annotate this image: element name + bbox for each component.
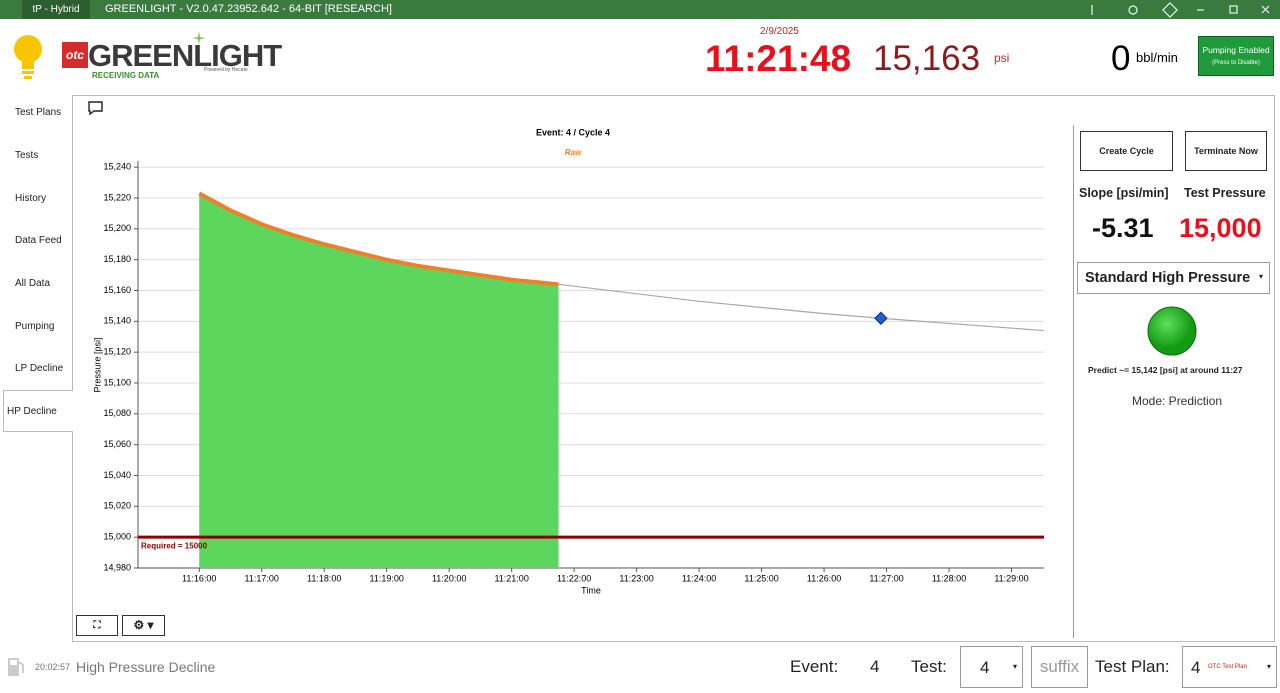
page-name: High Pressure Decline <box>76 659 216 675</box>
mode: Mode: Prediction <box>1132 394 1223 408</box>
pressure: 15,163 <box>873 39 981 78</box>
comment-icon[interactable] <box>87 99 105 117</box>
logo-star <box>192 31 206 45</box>
window-controls <box>1091 2 1270 18</box>
slope: -5.31 <box>1092 213 1154 243</box>
nav-item[interactable]: History <box>15 193 47 204</box>
clock: 11:21:48 <box>705 38 852 79</box>
pump-sub: (Press to Disable) <box>1212 60 1260 66</box>
plan-dropdown[interactable]: 4 OTC Test Plan ▾ <box>1182 646 1277 688</box>
footer-clock: 20:02:57 <box>35 662 71 672</box>
slope-label: Slope [psi/min] <box>1079 186 1169 200</box>
status: RECEIVING DATA <box>92 71 160 80</box>
nav-item[interactable]: Test Plans <box>15 107 62 118</box>
test-pressure-label: Test Pressure <box>1184 186 1266 200</box>
window-title: GREENLIGHT - V2.0.47.23952.642 - 64-BIT … <box>105 3 392 15</box>
pressure-unit: psi <box>994 51 1010 65</box>
pump-button[interactable]: Pumping Enabled (Press to Disable) <box>1198 36 1274 76</box>
logo-prefix: otc <box>62 42 88 68</box>
date: 2/9/2025 <box>760 26 799 37</box>
test-pressure: 15,000 <box>1179 213 1262 243</box>
test-dropdown[interactable]: 4 ▾ <box>960 646 1023 688</box>
logo: GREENLIGHT <box>88 38 282 73</box>
nav-item[interactable]: HP Decline <box>7 406 57 417</box>
pump-label: Pumping Enabled <box>1202 45 1270 55</box>
title-bar <box>0 0 1280 19</box>
nav-selected <box>3 390 73 432</box>
test-label: Test: <box>911 657 947 676</box>
plan: 4 <box>1191 658 1201 677</box>
main-panel <box>72 95 1275 642</box>
terminate-button[interactable]: Terminate Now <box>1185 131 1267 171</box>
nav-item[interactable]: All Data <box>15 278 51 289</box>
status-light <box>1147 306 1197 356</box>
nav-item[interactable]: Data Feed <box>15 235 62 246</box>
suffix-input[interactable]: suffix <box>1031 646 1088 688</box>
fullscreen-button[interactable]: ⛶ <box>76 615 118 636</box>
plan-name: OTC Test Plan <box>1208 664 1247 670</box>
create-cycle-button[interactable]: Create Cycle <box>1080 131 1173 171</box>
settings-button[interactable]: ⚙ ▾ <box>122 615 165 636</box>
pump-icon <box>8 658 24 676</box>
rate: 0 <box>1111 39 1131 78</box>
rate-unit: bbl/min <box>1136 50 1178 65</box>
app-tab[interactable]: tP - Hybrid <box>22 0 90 19</box>
preset-dropdown[interactable]: Standard High Pressure ▾ <box>1077 262 1270 294</box>
preset: Standard High Pressure <box>1085 270 1251 286</box>
plan-label: Test Plan: <box>1095 657 1170 676</box>
nav-item[interactable]: LP Decline <box>15 363 64 374</box>
event: 4 <box>870 657 880 676</box>
nav-item[interactable]: Pumping <box>15 321 55 332</box>
event-label: Event: <box>790 657 839 676</box>
test: 4 <box>980 658 990 677</box>
divider <box>1073 125 1074 638</box>
bulb-icon <box>14 35 42 79</box>
prediction-text: Predict ~= 15,142 [psi] at around 11:27 <box>1088 365 1243 375</box>
powered-by: Powered by Hecate <box>204 67 248 73</box>
nav-item[interactable]: Tests <box>15 150 39 161</box>
